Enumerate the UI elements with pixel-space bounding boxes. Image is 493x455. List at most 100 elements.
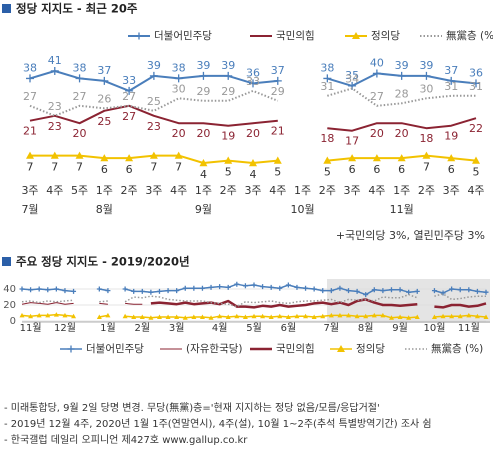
marker	[268, 284, 274, 290]
marker	[45, 287, 51, 293]
data-label: 38	[73, 61, 87, 74]
marker	[422, 71, 431, 80]
x-tick-label: 4주	[368, 184, 385, 197]
marker	[105, 312, 111, 318]
marker	[483, 289, 489, 295]
data-label: 20	[370, 127, 384, 140]
marker	[273, 156, 282, 164]
marker	[242, 283, 248, 289]
x-tick-label: 8월	[358, 322, 374, 334]
data-label: 39	[419, 59, 433, 72]
marker	[388, 287, 394, 293]
series-line	[29, 87, 476, 117]
marker	[122, 313, 128, 319]
marker	[380, 312, 386, 318]
marker	[100, 154, 109, 162]
marker	[199, 285, 205, 291]
data-label: 19	[221, 130, 235, 143]
marker	[474, 288, 480, 294]
title-bullet	[2, 4, 11, 13]
marker	[474, 313, 480, 319]
data-label: 39	[147, 59, 161, 72]
data-label: 39	[221, 59, 235, 72]
x-tick-label: 11월	[20, 322, 42, 334]
marker	[50, 151, 59, 159]
marker	[440, 290, 446, 296]
x-tick-label: 2주	[319, 184, 336, 197]
y-tick-label: 0	[10, 316, 16, 327]
x-tick-label: 6월	[281, 322, 297, 334]
y-tick-label: 40	[3, 284, 16, 295]
marker	[131, 288, 137, 294]
marker	[225, 314, 231, 319]
marker	[303, 313, 309, 319]
marker	[225, 284, 231, 290]
month-label: 9월	[195, 203, 212, 216]
legend-label: 국민의힘	[276, 343, 315, 355]
marker	[320, 313, 326, 319]
data-label: 23	[147, 120, 161, 133]
data-label: 30	[172, 82, 186, 95]
marker	[294, 284, 300, 290]
legend-marker	[352, 32, 360, 39]
x-tick-label: 3월	[169, 322, 185, 334]
x-tick-label: 3주	[344, 184, 361, 197]
marker	[62, 288, 68, 294]
marker	[249, 159, 257, 167]
x-tick-label: 1주	[393, 184, 410, 197]
series-line	[21, 293, 486, 308]
marker	[363, 313, 369, 319]
marker	[323, 74, 332, 83]
data-label: 21	[271, 125, 285, 138]
data-label: 19	[444, 130, 458, 143]
data-label: 36	[469, 66, 483, 79]
marker	[208, 315, 214, 320]
data-label: 29	[221, 85, 235, 98]
data-label: 39	[196, 59, 210, 72]
marker	[36, 286, 42, 292]
marker	[397, 314, 403, 319]
marker	[431, 314, 437, 319]
y-tick-label: 20	[3, 300, 16, 311]
legend-label: 정의당	[356, 343, 385, 355]
marker	[354, 313, 360, 319]
marker	[346, 288, 352, 294]
data-label: 29	[196, 85, 210, 98]
marker	[217, 284, 223, 290]
marker	[71, 313, 77, 319]
marker	[125, 86, 134, 95]
data-label: 34	[345, 72, 359, 85]
data-label: 27	[122, 110, 136, 123]
data-label: 25	[147, 95, 161, 108]
marker	[449, 313, 455, 319]
marker	[323, 156, 332, 164]
marker	[96, 286, 102, 292]
marker	[249, 79, 257, 88]
marker	[174, 314, 180, 319]
marker	[139, 288, 145, 294]
marker	[320, 288, 326, 294]
data-label: 21	[23, 125, 37, 138]
marker	[19, 312, 25, 318]
marker	[372, 154, 381, 162]
marker	[285, 314, 291, 319]
chart-note: +국민의당 3%, 열린민주당 3%	[336, 229, 485, 242]
marker	[277, 313, 283, 319]
marker	[165, 314, 171, 319]
data-label: 38	[172, 61, 186, 74]
x-tick-label: 3주	[145, 184, 162, 197]
data-label: 5	[473, 166, 480, 179]
data-label: 7	[423, 161, 430, 174]
data-label: 4	[200, 168, 207, 181]
x-tick-label: 9월	[392, 322, 408, 334]
legend-marker	[135, 32, 143, 40]
data-label: 37	[271, 64, 285, 77]
footnote: - 미래통합당, 9월 2일 당명 변경. 무당(無黨)층='현재 지지하는 정…	[4, 401, 380, 414]
data-label: 27	[122, 90, 136, 103]
marker	[414, 288, 420, 294]
marker	[422, 151, 431, 159]
data-label: 35	[345, 69, 359, 82]
marker	[45, 312, 51, 318]
month-label: 8월	[96, 203, 113, 216]
data-label: 6	[398, 163, 405, 176]
